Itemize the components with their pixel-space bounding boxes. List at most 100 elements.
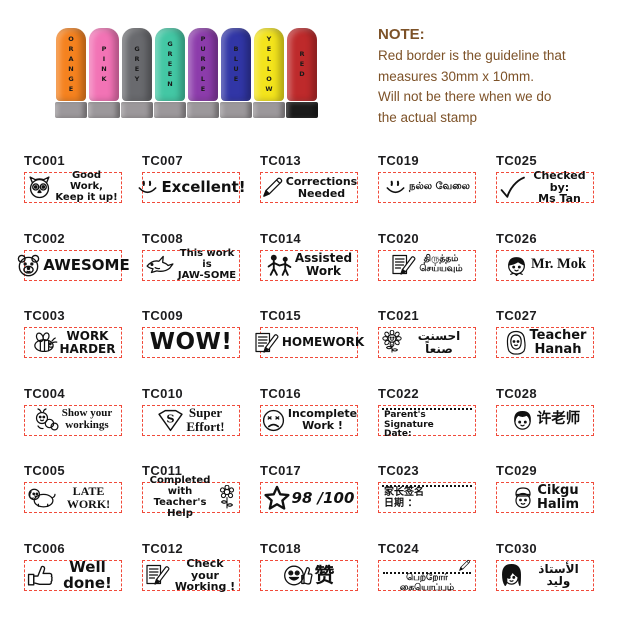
stamp-photo: ORANGE PINK GREY GREEN PURPLE BLUE YELLO…: [55, 28, 318, 118]
stamp-cell: TC027 Teacher Hanah: [496, 308, 594, 386]
stamp-text: الأستاذ وليد: [538, 561, 579, 589]
stamp-preview: Corrections Needed: [260, 172, 358, 203]
stamp-code: TC026: [496, 230, 538, 246]
stamp-color-label: GREEN: [166, 39, 174, 90]
stamp-cell: TC009 WOW!: [142, 308, 240, 386]
stamp-text: Cikgu Halim: [536, 482, 580, 512]
stamp-preview: 赞: [260, 559, 358, 591]
stamp-code: TC012: [142, 540, 184, 556]
stamp-cell: TC016 Incomplete Work !: [260, 386, 358, 464]
stamp-cell: TC030 الأستاذ وليد: [496, 541, 594, 619]
stamp-text: احسنت صنعاً: [417, 328, 461, 356]
stamp-code: TC021: [378, 308, 420, 324]
stamp-cell: TC007 Excellent!: [138, 153, 246, 231]
boy-face-icon: [504, 253, 529, 278]
stamp-code: TC024: [378, 540, 420, 556]
stamp-cell: TC002 AWESOME: [17, 230, 130, 309]
svg-text:S: S: [167, 411, 175, 425]
stamp-color-label: BLUE: [232, 44, 240, 85]
stamp-cell: TC011 Completed with Teacher's Help: [142, 463, 240, 541]
stamp-grey: GREY: [121, 28, 153, 118]
stamp-code: TC008: [142, 230, 184, 246]
stamp-code: TC011: [142, 463, 183, 479]
stamp-preview: WORK HARDER: [24, 327, 122, 359]
stamp-body: GREEN: [155, 28, 185, 101]
stamp-cell: TC020 திருத்தம் செய்யவும்: [378, 231, 476, 309]
stamp-body: PURPLE: [188, 28, 218, 101]
stamp-preview: Incomplete Work !: [260, 404, 358, 436]
stamp-text: Super Effort!: [186, 405, 225, 435]
stamp-green: GREEN: [154, 28, 186, 118]
checkmark-icon: [499, 176, 526, 200]
sad-face-icon: [261, 408, 286, 433]
stamp-code: TC005: [24, 463, 66, 479]
stamp-code: TC025: [496, 153, 538, 168]
stamp-code: TC002: [24, 230, 66, 246]
stamp-base: [220, 102, 252, 118]
owl-icon: [27, 175, 52, 200]
stamp-cell: TC018 赞: [260, 541, 358, 619]
pencil-icon: [458, 559, 471, 572]
stamp-text: 许老师: [536, 411, 581, 428]
star-icon: [263, 485, 290, 511]
stamp-text: Well done!: [63, 558, 112, 593]
stamp-cell: TC008 This work is JAW-SOME: [142, 231, 240, 309]
stamp-cell: TC005 LATE WORK!: [24, 463, 122, 541]
stamp-cell: TC013 Corrections Needed: [260, 153, 358, 231]
paper-pencil-icon: [391, 253, 417, 277]
stamp-text: WORK HARDER: [59, 328, 116, 356]
stamp-base: [187, 102, 219, 118]
stamp-text: பெற்றோர் கையொப்பம்: [399, 573, 455, 593]
stamp-text: Assisted Work: [294, 251, 353, 279]
note-line: Will not be there when we do: [378, 89, 552, 104]
stamp-preview: பெற்றோர் கையொப்பம்: [378, 559, 476, 593]
thumbs-up-icon: [27, 563, 54, 588]
stamp-text: LATE WORK!: [66, 483, 111, 511]
flower-icon: [217, 484, 237, 511]
stamp-preview: احسنت صنعاً: [378, 327, 476, 359]
stamp-preview: الأستاذ وليد: [496, 559, 594, 591]
stamp-text: Checked by: Ms Tan: [533, 168, 586, 206]
stamp-body: BLUE: [221, 28, 251, 101]
stamp-cell: TC028 许老师: [496, 386, 594, 464]
stamp-color-label: PINK: [100, 44, 108, 85]
stamp-code: TC017: [260, 463, 302, 479]
stamp-code: TC006: [24, 540, 66, 556]
stamp-cell: TC010 S Super Effort!: [142, 386, 240, 464]
stamp-text: Good Work, Keep it up!: [55, 170, 118, 203]
stamp-code: TC003: [24, 308, 66, 324]
hijab-girl-icon: [504, 330, 528, 356]
stamp-body: PINK: [89, 28, 119, 101]
stamp-preview: Show your workings: [24, 404, 122, 436]
stamp-preview: Excellent!: [138, 172, 246, 203]
stamp-color-label: RED: [298, 49, 306, 80]
stamp-code: TC023: [378, 463, 420, 479]
stamp-code: TC010: [142, 385, 184, 401]
stamp-code: TC001: [24, 153, 66, 168]
dog-icon: [27, 486, 56, 509]
shark-icon: [145, 254, 175, 276]
note-line: the actual stamp: [378, 109, 478, 125]
note-line: Red border is the guideline that: [378, 48, 566, 63]
stamp-preview: 98 /100: [260, 482, 358, 514]
paper-pencil-icon: [145, 563, 171, 587]
stamp-text: 98 /100: [291, 488, 355, 507]
stamp-preview: LATE WORK!: [24, 482, 122, 514]
stamp-text: Teacher Hanah: [529, 327, 587, 357]
stamp-color-label: YELLOW: [265, 34, 273, 95]
stamp-preview: Parent's Signature Date:: [378, 404, 476, 439]
stamp-code: TC020: [378, 230, 420, 246]
stamp-preview: நல்ல வேலை: [378, 172, 476, 203]
caterpillar-icon: [34, 408, 60, 432]
stamp-preview: S Super Effort!: [142, 404, 240, 436]
bee-icon: [31, 331, 58, 354]
stamp-body: GREY: [122, 28, 152, 101]
stamp-code: TC015: [260, 308, 302, 324]
stamp-code: TC004: [24, 385, 66, 401]
stamp-code: TC030: [496, 540, 538, 556]
stamp-code: TC013: [260, 153, 302, 168]
stamp-preview: Check your Working !: [142, 557, 240, 593]
stamp-code: TC027: [496, 308, 538, 324]
stamp-code: TC022: [378, 385, 420, 401]
